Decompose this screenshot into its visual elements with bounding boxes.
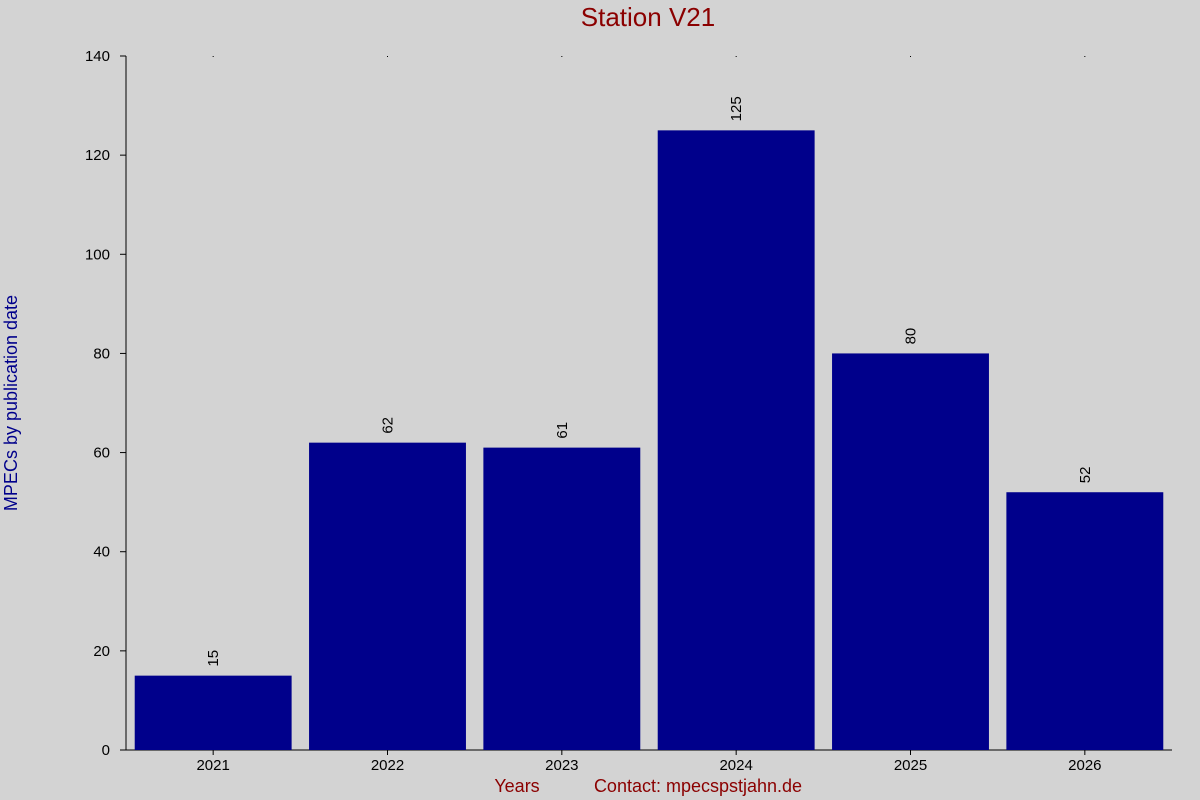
plot-area: 0 20 40 60 80 100 120 140 2021 15 2022 62 2023 61 2024… — [85, 48, 1172, 774]
bar — [483, 447, 641, 750]
contact-text: Contact: mpecspstjahn.de — [594, 776, 802, 796]
data-label: 15 — [205, 650, 222, 667]
x-tick-label: 2024 — [719, 757, 752, 774]
chart-title: Station V21 — [581, 2, 715, 32]
y-tick-label: 140 — [85, 48, 110, 65]
y-tick-label: 60 — [93, 445, 110, 462]
x-tick-label: 2025 — [894, 757, 927, 774]
y-tick-label: 0 — [102, 742, 110, 759]
y-tick-label: 40 — [93, 544, 110, 561]
bar — [832, 353, 989, 750]
y-tick-label: 20 — [93, 643, 110, 660]
x-tick-label: 2023 — [545, 757, 578, 774]
data-label: 52 — [1077, 467, 1094, 484]
data-label: 62 — [380, 417, 397, 434]
bar — [1006, 492, 1164, 750]
bar — [309, 442, 466, 750]
data-label: 80 — [903, 328, 920, 345]
x-tick-label: 2021 — [196, 757, 229, 774]
bar — [134, 675, 292, 750]
bar — [657, 130, 815, 750]
y-tick-label: 100 — [85, 246, 110, 263]
y-tick-label: 80 — [93, 345, 110, 362]
y-axis-label: MPECs by publication date — [1, 295, 21, 511]
data-label: 61 — [554, 422, 571, 439]
data-label: 125 — [728, 96, 745, 121]
x-axis-label: Years — [494, 776, 539, 796]
x-tick-label: 2022 — [371, 757, 404, 774]
y-tick-label: 120 — [85, 147, 110, 164]
x-tick-label: 2026 — [1068, 757, 1101, 774]
